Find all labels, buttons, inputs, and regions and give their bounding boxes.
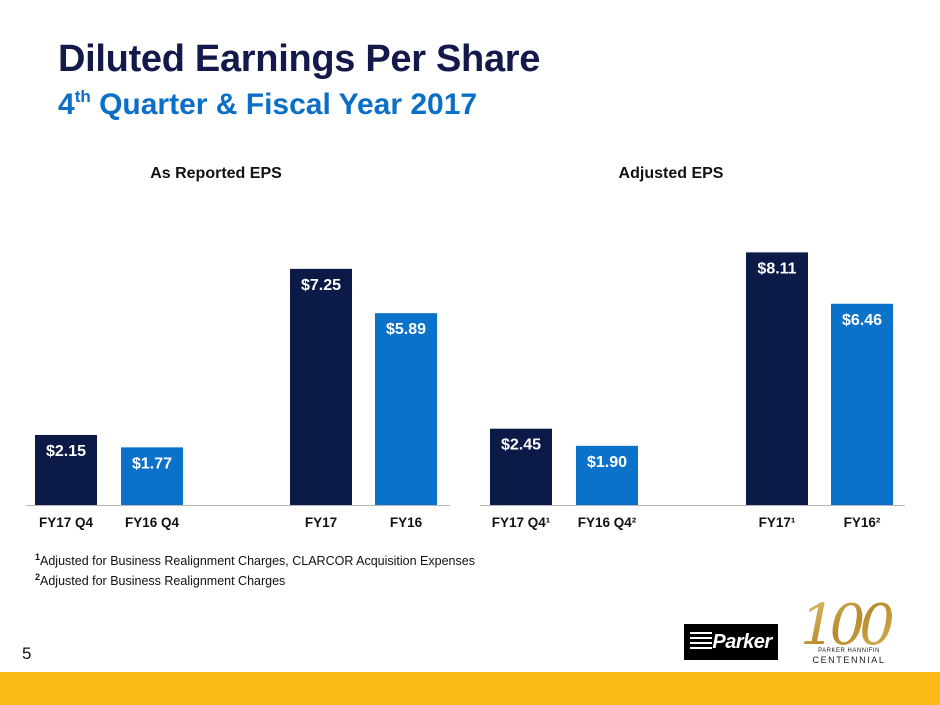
chart-2-bar-1 bbox=[490, 428, 552, 505]
chart-1-category-label-3: FY17 bbox=[305, 515, 337, 530]
chart-1-bar-4 bbox=[375, 313, 437, 505]
chart-1-data-label-1: $2.15 bbox=[46, 443, 86, 460]
chart-2-bar-2 bbox=[576, 445, 638, 505]
slide-subtitle: 4th Quarter & Fiscal Year 2017 bbox=[58, 88, 477, 122]
bottom-color-band bbox=[0, 672, 940, 705]
chart-1-data-label-2: $1.77 bbox=[132, 455, 172, 472]
chart-2-category-label-2: FY16 Q4² bbox=[578, 515, 637, 530]
centennial-number: 100 bbox=[800, 593, 893, 658]
chart-2-category-label-3: FY17¹ bbox=[759, 515, 796, 530]
slide-title: Diluted Earnings Per Share bbox=[58, 38, 541, 80]
chart-2-title: Adjusted EPS bbox=[619, 165, 724, 182]
subtitle-rest: Quarter & Fiscal Year 2017 bbox=[90, 88, 478, 121]
chart-2-bar-3 bbox=[746, 252, 808, 505]
chart-1-category-label-4: FY16 bbox=[390, 515, 423, 530]
chart-2-data-label-3: $8.11 bbox=[757, 260, 796, 277]
parker-stripes-icon bbox=[690, 632, 712, 652]
chart-1-bar-2 bbox=[121, 447, 183, 505]
chart-2-data-label-4: $6.46 bbox=[842, 312, 882, 329]
centennial-line-1: PARKER HANNIFIN bbox=[818, 648, 880, 654]
page-number: 5 bbox=[22, 644, 32, 663]
centennial-100-logo: 100 bbox=[800, 593, 898, 658]
chart-2-category-label-1: FY17 Q4¹ bbox=[492, 515, 551, 530]
footnote-1-marker: 1 bbox=[35, 552, 41, 562]
footnote-2: 2Adjusted for Business Realignment Charg… bbox=[35, 572, 286, 589]
chart-2-data-label-1: $2.45 bbox=[501, 437, 541, 454]
chart-1-category-label-1: FY17 Q4 bbox=[39, 515, 94, 530]
chart-2-category-label-4: FY16² bbox=[844, 515, 881, 530]
chart-1-category-label-2: FY16 Q4 bbox=[125, 515, 180, 530]
footnote-2-text: Adjusted for Business Realignment Charge… bbox=[40, 574, 286, 588]
subtitle-superscript: th bbox=[74, 87, 91, 106]
parker-logo: Parker bbox=[684, 624, 778, 660]
chart-1-data-label-3: $7.25 bbox=[301, 277, 341, 294]
footnote-1-text: Adjusted for Business Realignment Charge… bbox=[40, 554, 475, 568]
subtitle-number: 4 bbox=[58, 88, 75, 121]
centennial-line-2: CENTENNIAL bbox=[812, 655, 886, 665]
chart-1-title: As Reported EPS bbox=[150, 165, 282, 182]
chart-1-bar-1 bbox=[35, 434, 97, 505]
footnote-2-marker: 2 bbox=[35, 572, 41, 582]
centennial-text: PARKER HANNIFIN CENTENNIAL bbox=[804, 648, 894, 665]
chart-2-data-label-2: $1.90 bbox=[587, 454, 627, 471]
chart-1-data-label-4: $5.89 bbox=[386, 321, 426, 338]
chart-1-bar-3 bbox=[290, 268, 352, 505]
parker-logo-text: Parker bbox=[712, 630, 772, 653]
chart-2-bar-4 bbox=[831, 303, 893, 505]
footnote-1: 1Adjusted for Business Realignment Charg… bbox=[35, 552, 475, 569]
